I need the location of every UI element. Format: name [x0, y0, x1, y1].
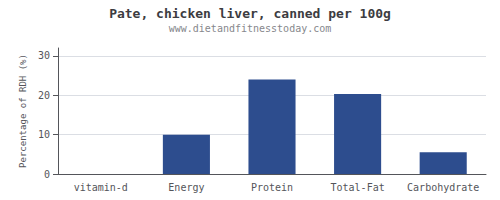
svg-text:20: 20 [38, 90, 50, 101]
svg-text:Total-Fat: Total-Fat [331, 182, 385, 193]
svg-text:Pate, chicken liver, canned pe: Pate, chicken liver, canned per 100g [109, 6, 391, 21]
svg-text:vitamin-d: vitamin-d [74, 182, 128, 193]
svg-text:Protein: Protein [251, 182, 293, 193]
svg-text:0: 0 [44, 169, 50, 180]
svg-text:Carbohydrate: Carbohydrate [407, 182, 479, 193]
svg-text:Percentage of RDH (%): Percentage of RDH (%) [18, 54, 28, 168]
svg-text:10: 10 [38, 129, 50, 140]
svg-text:www.dietandfitnesstoday.com: www.dietandfitnesstoday.com [169, 23, 332, 34]
svg-text:Energy: Energy [168, 182, 204, 193]
svg-text:30: 30 [38, 50, 50, 61]
